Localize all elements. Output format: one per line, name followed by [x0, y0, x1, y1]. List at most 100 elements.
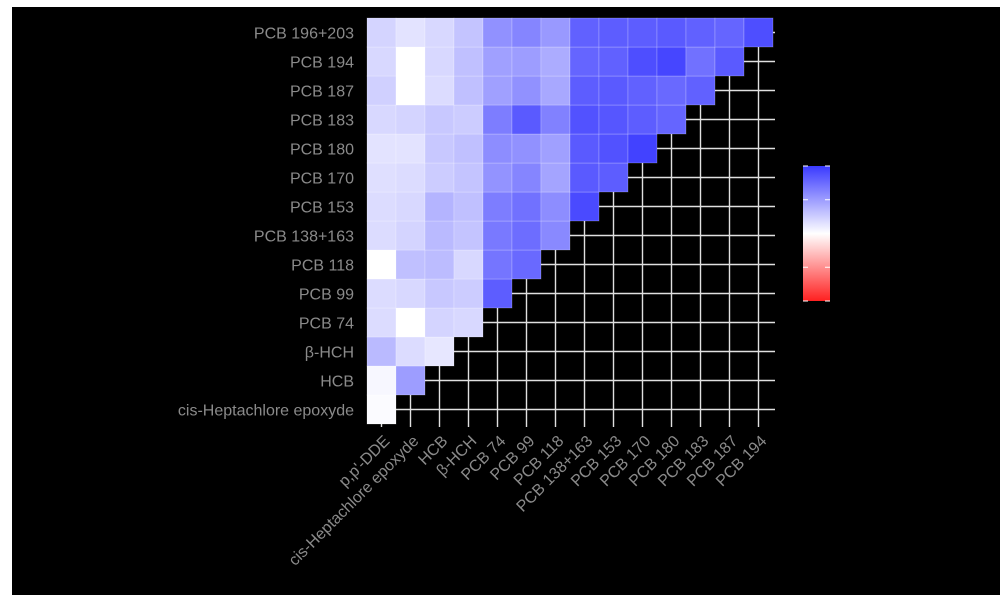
heatmap-cell: [366, 17, 397, 48]
heatmap-cell: [714, 46, 745, 77]
y-tick-label: PCB 194: [290, 55, 354, 72]
y-tick-label: PCB 180: [290, 142, 354, 159]
y-tick-label: cis-Heptachlore epoxyde: [178, 403, 354, 420]
y-tick-label: PCB 153: [290, 200, 354, 217]
y-tick-label: PCB 196+203: [254, 26, 354, 43]
heatmap-cell: [482, 104, 513, 135]
heatmap-cell: [656, 75, 687, 106]
heatmap-cell: [540, 162, 571, 193]
heatmap-cell: [453, 191, 484, 222]
heatmap-cell: [482, 46, 513, 77]
heatmap-cell: [366, 365, 397, 396]
heatmap-cell: [424, 162, 455, 193]
heatmap-cell: [540, 46, 571, 77]
heatmap-cell: [424, 133, 455, 164]
heatmap-cell: [366, 46, 397, 77]
heatmap-cell: [395, 17, 426, 48]
heatmap-cell: [424, 17, 455, 48]
heatmap-cell: [482, 17, 513, 48]
y-tick-label: PCB 118: [291, 258, 354, 275]
heatmap-cell: [424, 278, 455, 309]
heatmap-cell: [598, 133, 629, 164]
x-tick-label: cis-Heptachlore epoxyde: [286, 433, 423, 570]
heatmap-cell: [453, 104, 484, 135]
heatmap-cell: [540, 220, 571, 251]
heatmap-cells: [366, 17, 774, 425]
heatmap-cell: [424, 191, 455, 222]
heatmap-cell: [366, 278, 397, 309]
heatmap-cell: [482, 249, 513, 280]
heatmap-cell: [366, 104, 397, 135]
heatmap-cell: [598, 17, 629, 48]
heatmap-cell: [511, 46, 542, 77]
heatmap-cell: [511, 104, 542, 135]
heatmap-cell: [395, 365, 426, 396]
heatmap-cell: [482, 133, 513, 164]
heatmap-cell: [511, 75, 542, 106]
heatmap-cell: [511, 191, 542, 222]
heatmap-cell: [395, 104, 426, 135]
heatmap-cell: [540, 104, 571, 135]
heatmap-cell: [598, 75, 629, 106]
heatmap-cell: [598, 104, 629, 135]
heatmap-cell: [453, 278, 484, 309]
heatmap-cell: [656, 46, 687, 77]
heatmap-cell: [569, 75, 600, 106]
heatmap-cell: [366, 220, 397, 251]
heatmap-cell: [366, 394, 397, 425]
heatmap-cell: [482, 278, 513, 309]
heatmap-cell: [395, 307, 426, 338]
heatmap-cell: [627, 75, 658, 106]
heatmap-cell: [424, 104, 455, 135]
heatmap-cell: [366, 75, 397, 106]
heatmap-cell: [511, 162, 542, 193]
heatmap-cell: [424, 307, 455, 338]
heatmap-cell: [395, 249, 426, 280]
heatmap-cell: [627, 17, 658, 48]
heatmap-cell: [424, 46, 455, 77]
y-tick-label: HCB: [320, 374, 354, 391]
heatmap-cell: [366, 336, 397, 367]
heatmap-cell: [453, 46, 484, 77]
heatmap-cell: [627, 104, 658, 135]
heatmap-cell: [569, 46, 600, 77]
heatmap-cell: [511, 133, 542, 164]
heatmap-cell: [685, 46, 716, 77]
heatmap-cell: [540, 75, 571, 106]
heatmap-cell: [395, 46, 426, 77]
heatmap-cell: [395, 191, 426, 222]
heatmap-cell: [395, 133, 426, 164]
heatmap-cell: [482, 220, 513, 251]
y-tick-label: PCB 138+163: [254, 229, 354, 246]
heatmap-cell: [569, 104, 600, 135]
y-tick-label: PCB 170: [290, 171, 354, 188]
heatmap-cell: [453, 307, 484, 338]
heatmap-cell: [540, 133, 571, 164]
heatmap-cell: [395, 75, 426, 106]
heatmap-cell: [366, 133, 397, 164]
heatmap-cell: [482, 191, 513, 222]
y-tick-label: PCB 183: [290, 113, 354, 130]
heatmap-cell: [453, 220, 484, 251]
heatmap-cell: [395, 220, 426, 251]
heatmap-cell: [482, 162, 513, 193]
heatmap-cell: [395, 278, 426, 309]
heatmap-cell: [598, 46, 629, 77]
heatmap-cell: [453, 17, 484, 48]
heatmap-cell: [395, 336, 426, 367]
heatmap-cell: [685, 17, 716, 48]
heatmap-cell: [540, 191, 571, 222]
heatmap-cell: [656, 104, 687, 135]
heatmap-cell: [453, 133, 484, 164]
heatmap-cell: [685, 75, 716, 106]
heatmap-cell: [569, 191, 600, 222]
heatmap-cell: [656, 17, 687, 48]
heatmap-cell: [482, 75, 513, 106]
heatmap-cell: [453, 75, 484, 106]
heatmap-cell: [627, 46, 658, 77]
y-tick-label: β-HCH: [305, 345, 354, 362]
heatmap-cell: [627, 133, 658, 164]
y-tick-label: PCB 99: [299, 287, 354, 304]
heatmap-cell: [424, 249, 455, 280]
